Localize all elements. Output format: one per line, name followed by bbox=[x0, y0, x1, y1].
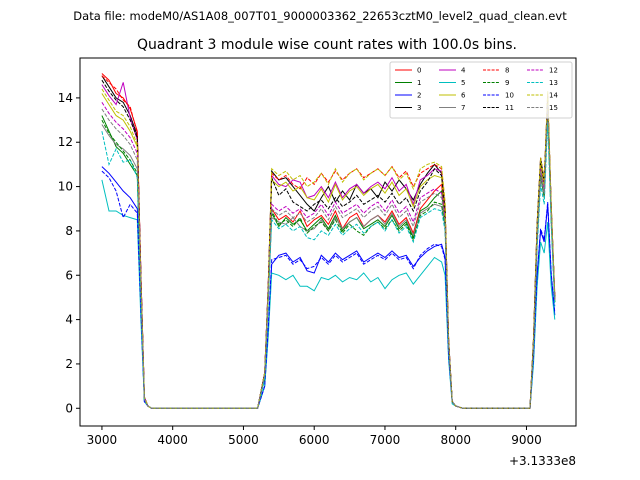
y-tick-label: 8 bbox=[65, 224, 73, 238]
series-line-4 bbox=[101, 82, 556, 409]
series-line-1 bbox=[101, 108, 556, 409]
series-line-0 bbox=[101, 73, 556, 409]
legend-label: 10 bbox=[505, 92, 514, 100]
legend-label: 11 bbox=[505, 104, 514, 112]
legend-label: 6 bbox=[461, 92, 466, 100]
x-offset-text: +3.1333e8 bbox=[509, 454, 576, 468]
legend-label: 13 bbox=[549, 79, 558, 87]
series-line-10 bbox=[101, 170, 556, 409]
axes-frame bbox=[79, 57, 577, 427]
legend-label: 5 bbox=[461, 79, 465, 87]
series-line-15 bbox=[101, 104, 556, 409]
legend-label: 8 bbox=[505, 67, 509, 75]
y-axis: 0 2 4 6 8 10 12 14 bbox=[58, 91, 80, 415]
chart-suptitle: Data file: modeM0/AS1A08_007T01_90000033… bbox=[73, 9, 567, 23]
series-line-13 bbox=[101, 122, 556, 409]
series-line-12 bbox=[101, 102, 556, 409]
y-tick-label: 2 bbox=[65, 357, 73, 371]
chart-title: Quadrant 3 module wise count rates with … bbox=[137, 37, 517, 53]
y-tick-label: 12 bbox=[58, 135, 73, 149]
legend-label: 1 bbox=[417, 79, 421, 87]
legend-label: 7 bbox=[461, 104, 465, 112]
x-tick-label: 9000 bbox=[511, 433, 542, 447]
series-line-7 bbox=[101, 106, 556, 409]
series-line-3 bbox=[101, 75, 556, 409]
series-line-9 bbox=[101, 106, 556, 409]
series-line-8 bbox=[101, 75, 556, 409]
legend-box bbox=[389, 61, 573, 119]
series-line-11 bbox=[101, 79, 556, 409]
y-tick-label: 6 bbox=[65, 268, 73, 282]
x-tick-label: 4000 bbox=[157, 433, 188, 447]
legend-label: 9 bbox=[505, 79, 509, 87]
x-tick-label: 8000 bbox=[440, 433, 471, 447]
y-tick-label: 10 bbox=[58, 180, 73, 194]
legend-label: 4 bbox=[461, 67, 466, 75]
x-tick-label: 7000 bbox=[370, 433, 401, 447]
legend-label: 15 bbox=[549, 104, 558, 112]
x-tick-label: 3000 bbox=[87, 433, 118, 447]
series-line-5 bbox=[101, 179, 556, 409]
legend-label: 3 bbox=[417, 104, 421, 112]
legend-label: 14 bbox=[549, 92, 558, 100]
x-tick-label: 5000 bbox=[228, 433, 259, 447]
series-line-14 bbox=[101, 88, 556, 409]
legend-label: 0 bbox=[417, 67, 421, 75]
x-tick-label: 6000 bbox=[299, 433, 330, 447]
plot-area bbox=[101, 73, 556, 409]
y-tick-label: 4 bbox=[65, 313, 73, 327]
y-tick-label: 14 bbox=[58, 91, 73, 105]
legend-label: 12 bbox=[549, 67, 558, 75]
legend-label: 2 bbox=[417, 92, 421, 100]
series-line-6 bbox=[101, 93, 556, 409]
y-tick-label: 0 bbox=[65, 401, 73, 415]
x-axis: 3000 4000 5000 6000 7000 8000 9000 bbox=[87, 426, 542, 447]
